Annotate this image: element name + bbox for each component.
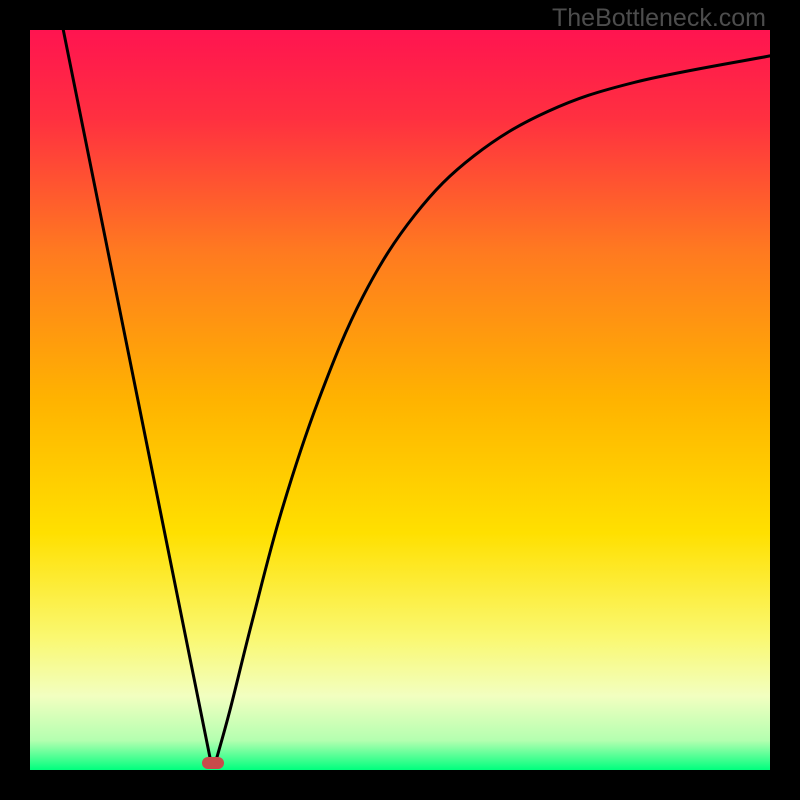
bottleneck-curve bbox=[63, 30, 770, 764]
chart-frame: TheBottleneck.com bbox=[0, 0, 800, 800]
minimum-marker bbox=[202, 757, 224, 769]
plot-area bbox=[30, 30, 770, 770]
curve-layer bbox=[30, 30, 770, 770]
watermark-text: TheBottleneck.com bbox=[552, 4, 766, 33]
